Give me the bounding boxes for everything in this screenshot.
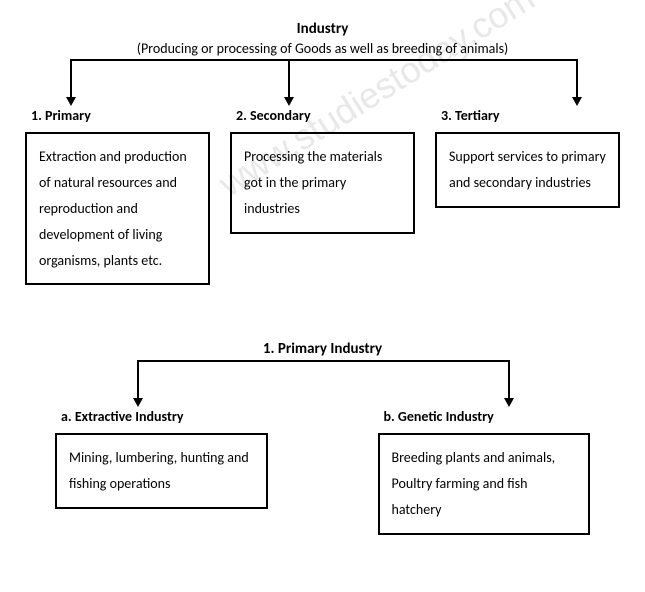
diagram2-connector	[65, 360, 580, 408]
branch-description: Mining, lumbering, hunting and fishing o…	[55, 433, 268, 509]
industry-tree: www.studiestoday.com Industry (Producing…	[15, 20, 630, 285]
branch-tertiary: 3. Tertiary Support services to primary …	[435, 107, 620, 285]
primary-industry-tree: 1. Primary Industry a. Extractive Indust…	[45, 340, 600, 535]
diagram2-branches: a. Extractive Industry Mining, lumbering…	[55, 408, 590, 535]
branch-description: Extraction and production of natural res…	[25, 132, 210, 285]
branch-genetic: b. Genetic Industry Breeding plants and …	[378, 408, 591, 535]
branch-heading: a. Extractive Industry	[55, 408, 268, 425]
branch-description: Breeding plants and animals, Poultry far…	[378, 433, 591, 535]
branch-heading: 2. Secondary	[230, 107, 415, 124]
diagram1-title: Industry	[15, 20, 630, 38]
branch-heading: 3. Tertiary	[435, 107, 620, 124]
diagram2-title: 1. Primary Industry	[45, 340, 600, 358]
branch-heading: 1. Primary	[25, 107, 210, 124]
branch-primary: 1. Primary Extraction and production of …	[25, 107, 210, 285]
diagram1-branches: 1. Primary Extraction and production of …	[25, 107, 620, 285]
branch-heading: b. Genetic Industry	[378, 408, 591, 425]
diagram1-subtitle: (Producing or processing of Goods as wel…	[15, 40, 630, 57]
branch-secondary: 2. Secondary Processing the materials go…	[230, 107, 415, 285]
branch-extractive: a. Extractive Industry Mining, lumbering…	[55, 408, 268, 535]
diagram1-connector	[35, 59, 610, 107]
branch-description: Processing the materials got in the prim…	[230, 132, 415, 234]
branch-description: Support services to primary and secondar…	[435, 132, 620, 208]
